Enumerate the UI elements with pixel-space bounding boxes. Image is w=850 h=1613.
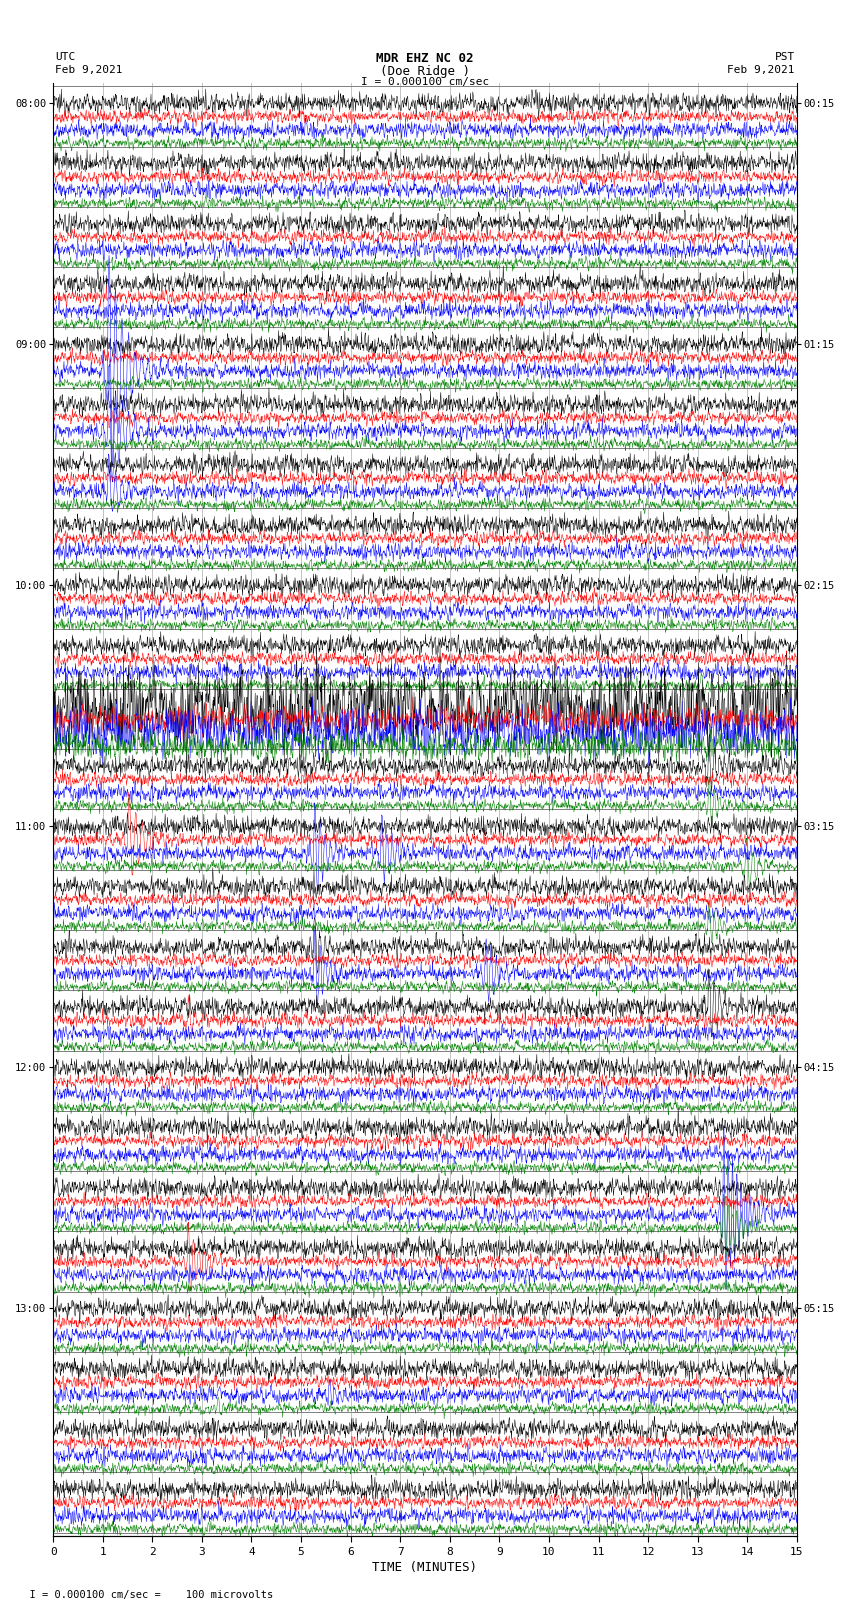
Text: PST: PST xyxy=(774,52,795,61)
Text: I = 0.000100 cm/sec: I = 0.000100 cm/sec xyxy=(361,77,489,87)
Text: Feb 9,2021: Feb 9,2021 xyxy=(728,65,795,74)
Text: Feb 9,2021: Feb 9,2021 xyxy=(55,65,122,74)
Text: MDR EHZ NC 02: MDR EHZ NC 02 xyxy=(377,52,473,65)
Text: UTC: UTC xyxy=(55,52,76,61)
Text: I = 0.000100 cm/sec =    100 microvolts: I = 0.000100 cm/sec = 100 microvolts xyxy=(17,1590,273,1600)
Text: (Doe Ridge ): (Doe Ridge ) xyxy=(380,65,470,77)
X-axis label: TIME (MINUTES): TIME (MINUTES) xyxy=(372,1561,478,1574)
